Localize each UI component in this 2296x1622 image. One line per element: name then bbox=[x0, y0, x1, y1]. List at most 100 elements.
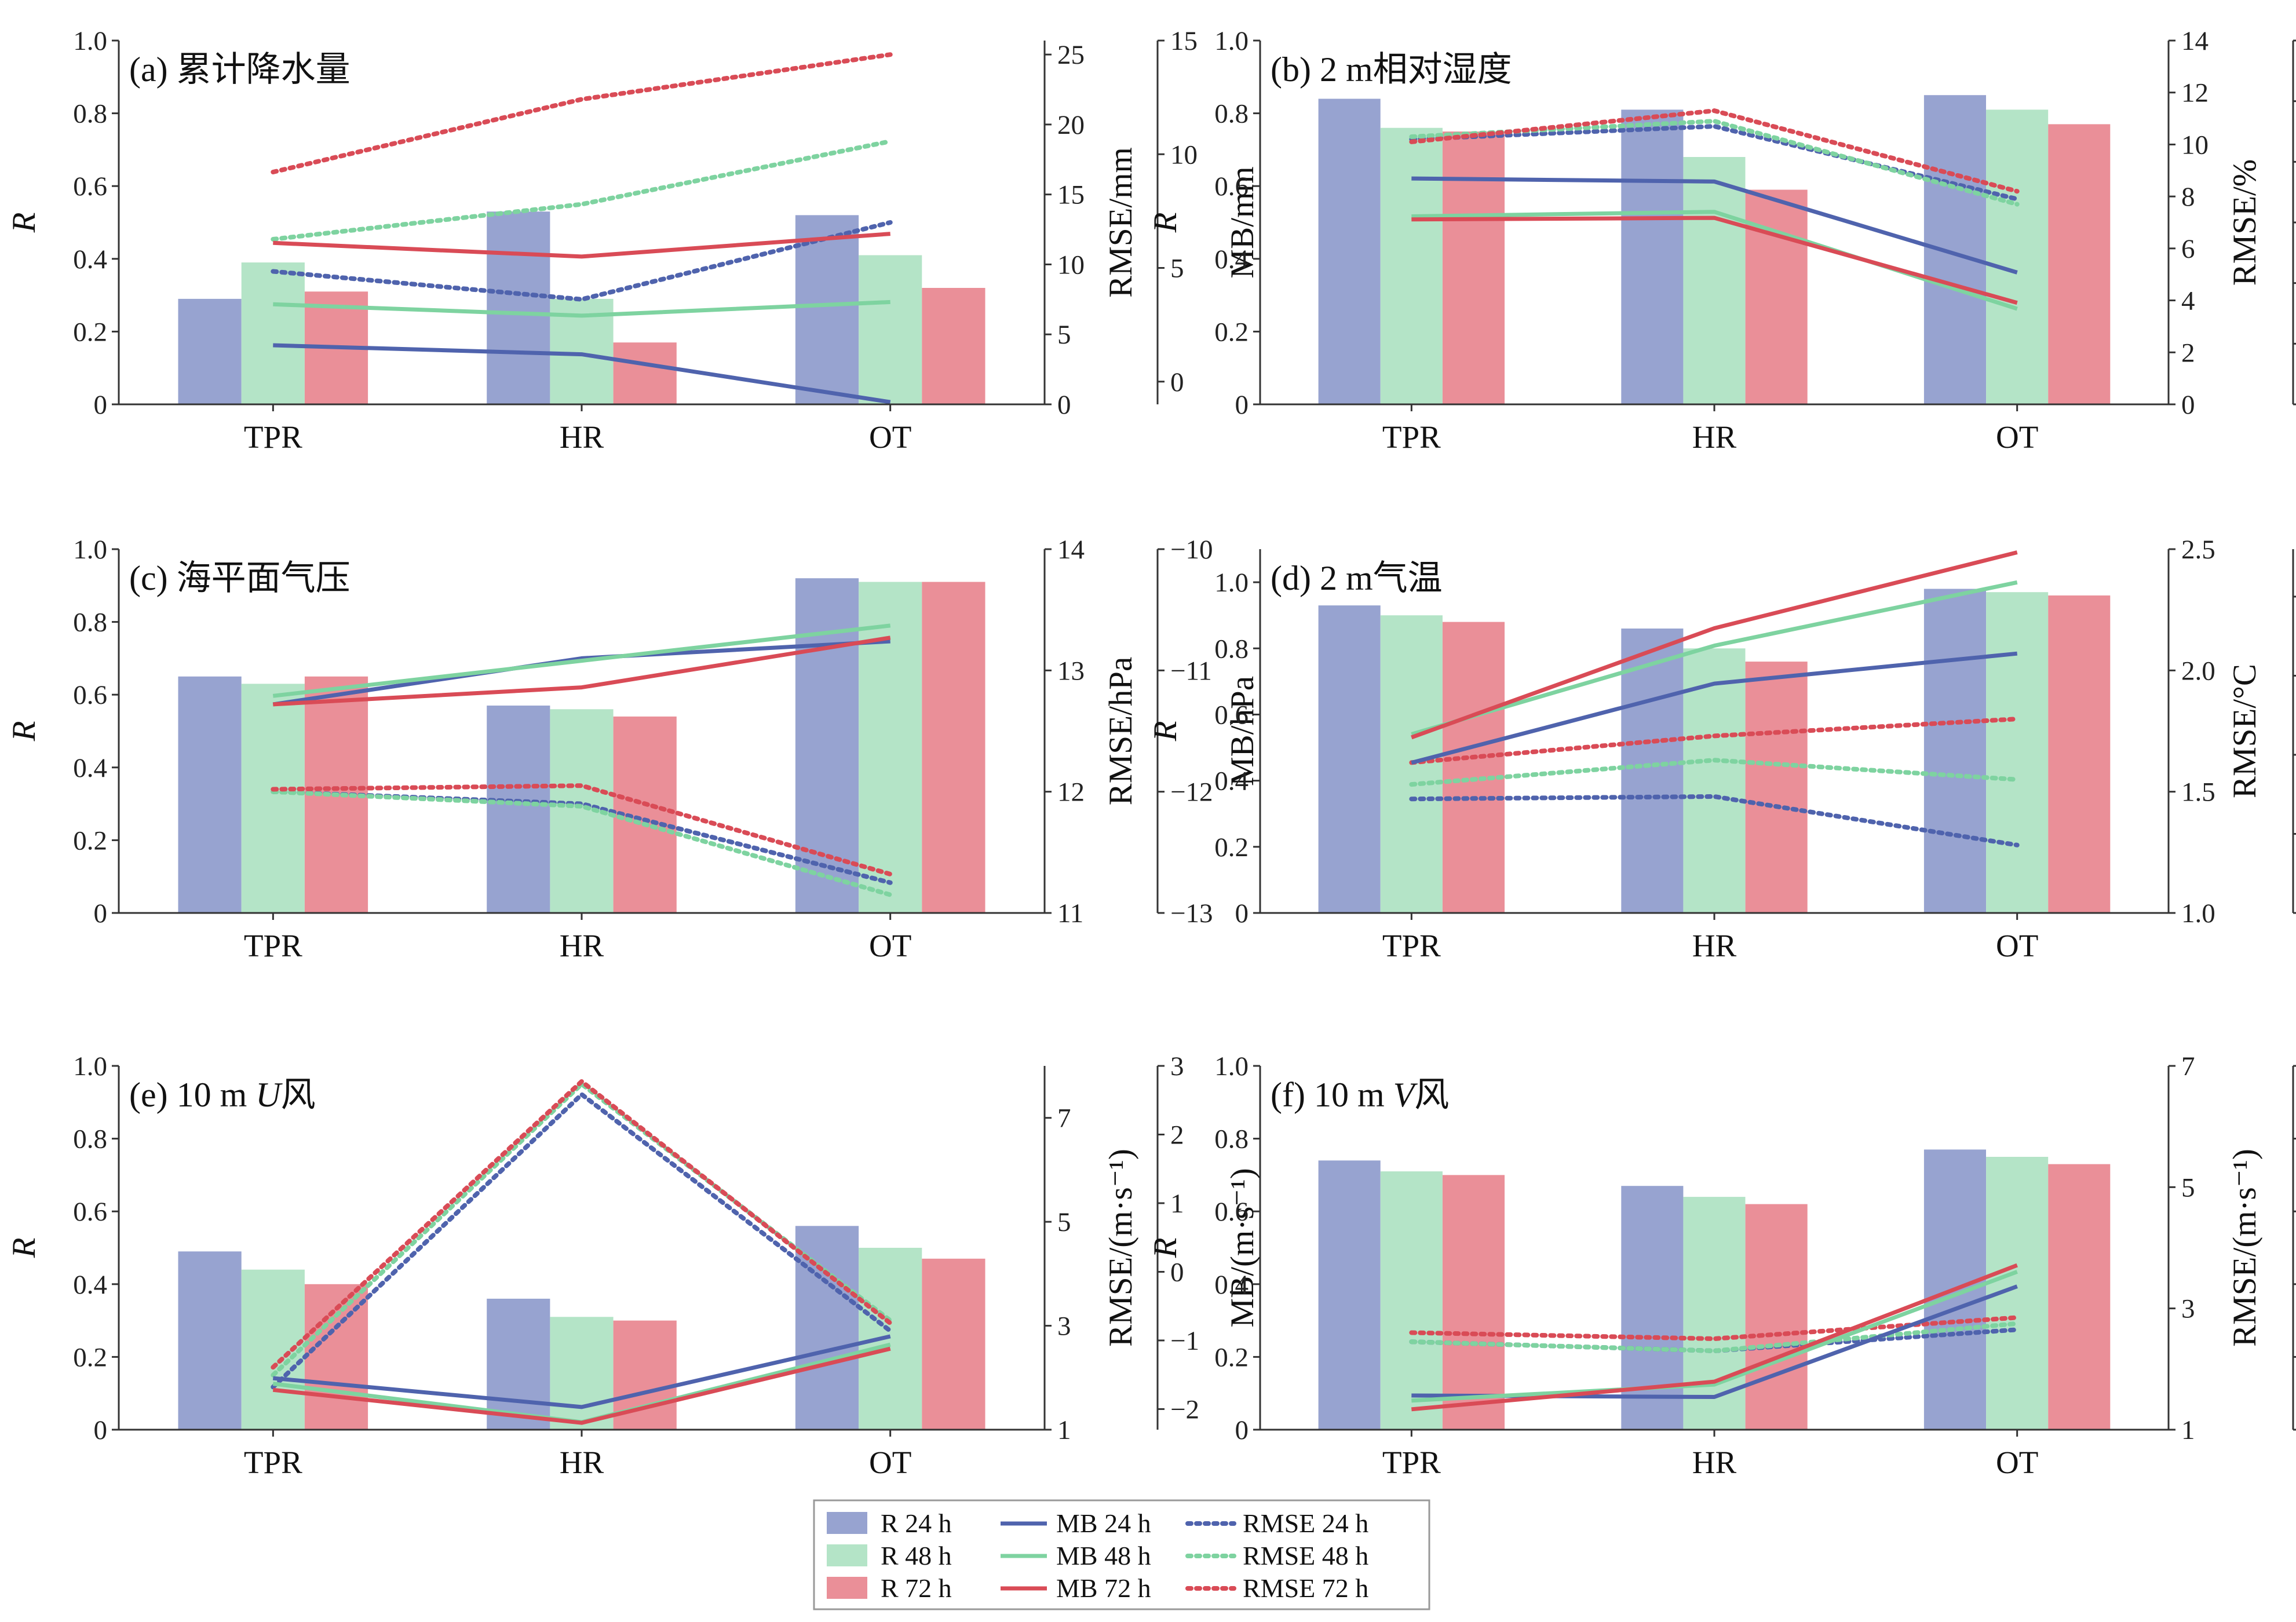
panel-c: 0 0.2 0.4 0.6 0.8 1.0 R TPR HR OT 11 12 13 14 RMSE/hPa… bbox=[6, 535, 1261, 963]
bar-r-48h-ot bbox=[1986, 109, 2049, 405]
x-category-label: TPR bbox=[244, 928, 302, 963]
rmse-axis-label: RMSE/°C bbox=[2226, 664, 2263, 798]
mb-tick-label: 2 bbox=[1170, 1120, 1184, 1150]
x-category-label: HR bbox=[560, 928, 604, 963]
x-category-label: TPR bbox=[1382, 1445, 1441, 1480]
mb-tick-label: −2 bbox=[1170, 1394, 1199, 1424]
rmse-axis-label: RMSE/mm bbox=[1103, 147, 1139, 298]
line-rmse-24h bbox=[271, 1091, 893, 1390]
legend-label-mb: MB 24 h bbox=[1056, 1508, 1151, 1538]
x-category-label: TPR bbox=[1382, 928, 1441, 963]
bar-r-24h-ot bbox=[795, 215, 859, 404]
r-tick-label: 0 bbox=[1235, 898, 1249, 929]
x-category-label: HR bbox=[560, 419, 604, 455]
bar-r-24h-tpr bbox=[178, 298, 242, 404]
r-tick-label: 0 bbox=[94, 898, 108, 929]
line-mb-48h bbox=[1411, 1270, 2018, 1403]
rmse-tick-label: 12 bbox=[2181, 78, 2209, 108]
r-tick-label: 0.2 bbox=[1214, 1342, 1249, 1372]
x-category-label: OT bbox=[869, 928, 911, 963]
panel-title-part: 风 bbox=[1414, 1076, 1449, 1114]
mb-tick-label: −1 bbox=[1170, 1326, 1199, 1356]
bar-r-48h-ot bbox=[859, 255, 922, 404]
r-tick-label: 1.0 bbox=[73, 26, 107, 56]
bar-r-24h-tpr bbox=[1318, 1160, 1381, 1430]
panel-title: (d) 2 m气温 bbox=[1271, 559, 1443, 597]
r-tick-label: 0.8 bbox=[1214, 1124, 1249, 1155]
panel-title: (a) 累计降水量 bbox=[129, 50, 351, 89]
r-tick-label: 0.6 bbox=[73, 1197, 107, 1227]
rmse-tick-label: 1 bbox=[2181, 1415, 2195, 1445]
r-axis-label: R bbox=[1147, 213, 1184, 233]
x-category-label: TPR bbox=[1382, 419, 1441, 455]
bar-r-72h-hr bbox=[1745, 1204, 1808, 1430]
panel-title: (b) 2 m相对湿度 bbox=[1271, 50, 1512, 89]
legend-swatch-r-72h bbox=[827, 1577, 867, 1599]
rmse-tick-label: 6 bbox=[2181, 234, 2195, 264]
r-tick-label: 0.8 bbox=[73, 99, 107, 129]
rmse-tick-label: 8 bbox=[2181, 182, 2195, 212]
r-tick-label: 1.0 bbox=[1214, 26, 1249, 56]
rmse-tick-label: 2 bbox=[2181, 338, 2195, 368]
bar-r-48h-hr bbox=[1683, 648, 1746, 913]
r-tick-label: 0.8 bbox=[1214, 99, 1249, 129]
bar-r-48h-hr bbox=[550, 1317, 614, 1430]
bar-r-72h-hr bbox=[1745, 189, 1808, 404]
rmse-tick-label: 11 bbox=[1057, 898, 1083, 929]
line-rmse-72h bbox=[1409, 717, 2020, 765]
legend-box bbox=[813, 1499, 1430, 1610]
x-category-label: TPR bbox=[244, 419, 302, 455]
mb-tick-label: 10 bbox=[1170, 140, 1198, 170]
line-rmse-48h bbox=[271, 789, 893, 897]
r-tick-label: 1.0 bbox=[1214, 1051, 1249, 1082]
mb-tick-label: −10 bbox=[1170, 535, 1213, 565]
bar-r-72h-ot bbox=[922, 288, 985, 404]
line-mb-24h bbox=[1411, 651, 2018, 765]
bar-r-48h-tpr bbox=[241, 684, 305, 913]
bar-r-24h-hr bbox=[487, 706, 550, 913]
rmse-tick-label: 2.0 bbox=[2181, 656, 2215, 686]
r-axis-label: R bbox=[6, 1238, 42, 1259]
bar-r-24h-hr bbox=[487, 1298, 550, 1430]
legend-swatch-r-48h bbox=[827, 1544, 867, 1566]
line-rmse-72h bbox=[1409, 108, 2020, 194]
line-rmse-72h bbox=[271, 783, 893, 876]
bar-r-48h-tpr bbox=[1380, 127, 1443, 404]
line-mb-72h bbox=[1411, 550, 2018, 740]
legend-label-mb: MB 72 h bbox=[1056, 1573, 1151, 1603]
r-tick-label: 0.8 bbox=[1214, 634, 1249, 664]
bar-r-48h-tpr bbox=[241, 262, 305, 404]
rmse-tick-label: 12 bbox=[1057, 777, 1085, 808]
r-tick-label: 0.8 bbox=[73, 1124, 107, 1155]
r-tick-label: 0.4 bbox=[1214, 1270, 1249, 1300]
line-rmse-48h bbox=[271, 138, 893, 242]
rmse-axis-label: RMSE/(m·s⁻¹) bbox=[1103, 1149, 1139, 1347]
panel-title-part: (d) 2 m气温 bbox=[1271, 559, 1443, 597]
panel-f: 0 0.2 0.4 0.6 0.8 1.0 R TPR HR OT 1 3 5 7 RMSE/(m·s⁻¹)… bbox=[1147, 1051, 2296, 1480]
line-mb-24h bbox=[1411, 176, 2018, 275]
x-category-label: HR bbox=[1692, 1445, 1737, 1480]
panel-title: (c) 海平面气压 bbox=[129, 559, 351, 597]
r-tick-label: 0.4 bbox=[1214, 766, 1249, 797]
line-mb-24h bbox=[272, 639, 890, 707]
bar-r-72h-hr bbox=[613, 342, 677, 404]
line-mb-48h bbox=[273, 299, 890, 318]
rmse-tick-label: 1 bbox=[1057, 1415, 1071, 1445]
panel-title-part: (a) 累计降水量 bbox=[129, 50, 351, 89]
r-tick-label: 0.6 bbox=[1214, 171, 1249, 202]
x-category-label: HR bbox=[560, 1445, 604, 1480]
line-rmse-24h bbox=[271, 220, 893, 302]
line-mb-24h bbox=[273, 343, 891, 404]
legend-label-mb: MB 48 h bbox=[1056, 1541, 1151, 1570]
rmse-tick-label: 5 bbox=[2181, 1172, 2195, 1203]
rmse-tick-label: 20 bbox=[1057, 110, 1085, 140]
rmse-tick-label: 10 bbox=[1057, 250, 1085, 280]
rmse-tick-label: 10 bbox=[2181, 130, 2209, 160]
legend-swatch-r-24h bbox=[827, 1512, 867, 1534]
bar-r-48h-ot bbox=[1986, 592, 2049, 913]
panel-d: 0 0.2 0.4 0.6 0.8 1.0 R TPR HR OT 1.0 1.5 2.0 2.5 RMSE… bbox=[1147, 535, 2296, 963]
legend-label-r: R 72 h bbox=[881, 1573, 952, 1603]
r-tick-label: 0.6 bbox=[73, 680, 107, 710]
bar-r-72h-ot bbox=[2048, 1164, 2111, 1430]
